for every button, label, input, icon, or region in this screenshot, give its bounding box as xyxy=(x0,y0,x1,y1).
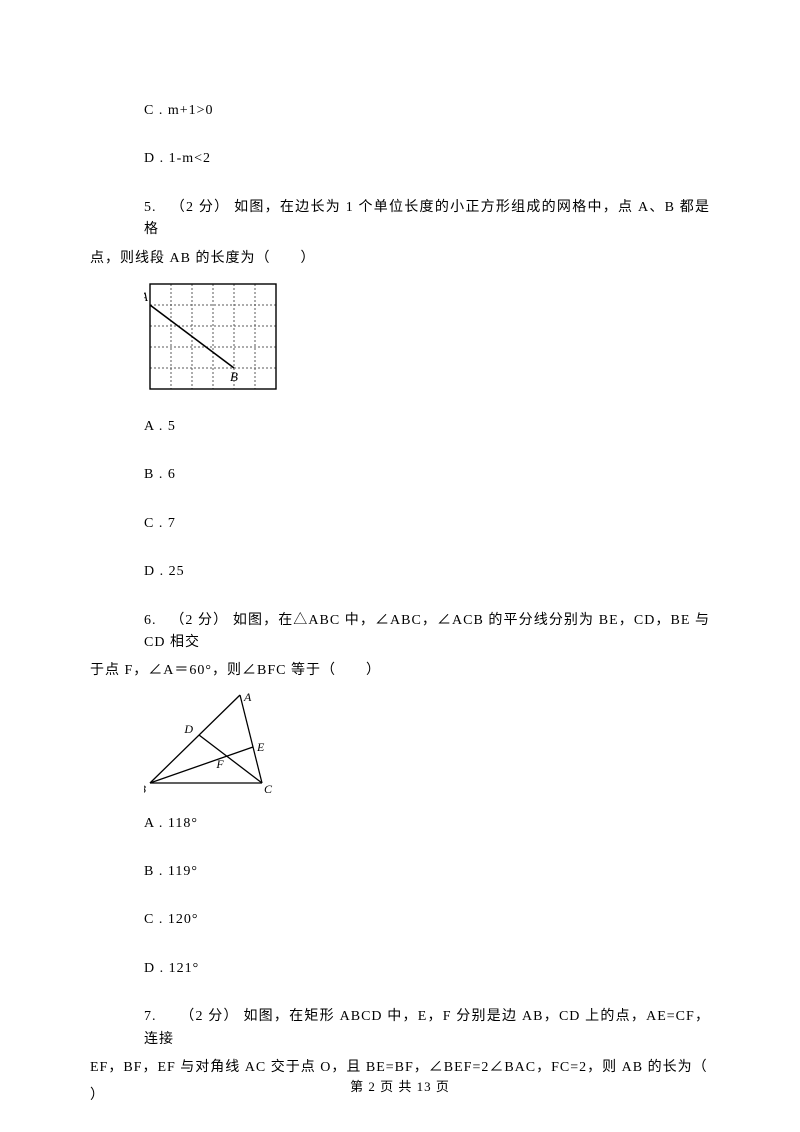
q7-stem-line1: 7. （2 分） 如图，在矩形 ABCD 中，E，F 分别是边 AB，CD 上的… xyxy=(144,1006,710,1051)
q5-opt-b: B . 6 xyxy=(144,464,710,486)
q5-stem-line1: 5. （2 分） 如图，在边长为 1 个单位长度的小正方形组成的网格中，点 A、… xyxy=(144,197,710,242)
page-footer: 第 2 页 共 13 页 xyxy=(0,1077,800,1098)
svg-text:B: B xyxy=(144,782,147,795)
q7-pts: （2 分） xyxy=(180,1009,238,1024)
q7-num: 7. xyxy=(144,1009,157,1024)
q6-figure: A B C D E F xyxy=(144,691,710,795)
q6-opt-d: D . 121° xyxy=(144,958,710,980)
q6-opt-a: A . 118° xyxy=(144,813,710,835)
q6-stem-line1: 6. （2 分） 如图，在△ABC 中，∠ABC，∠ACB 的平分线分别为 BE… xyxy=(144,610,710,655)
q6-pts: （2 分） xyxy=(170,613,228,628)
q4-opt-c: C . m+1>0 xyxy=(144,100,710,122)
q5-stem1: 如图，在边长为 1 个单位长度的小正方形组成的网格中，点 A、B 都是格 xyxy=(144,200,710,237)
q5-num: 5. xyxy=(144,200,157,215)
svg-text:D: D xyxy=(183,722,193,736)
q6-opt-b: B . 119° xyxy=(144,861,710,883)
q6-stem1: 如图，在△ABC 中，∠ABC，∠ACB 的平分线分别为 BE，CD，BE 与 … xyxy=(144,613,710,650)
svg-text:A: A xyxy=(243,691,252,704)
svg-text:A: A xyxy=(144,289,148,304)
q5-opt-a: A . 5 xyxy=(144,416,710,438)
q6-opt-c: C . 120° xyxy=(144,909,710,931)
q5-figure: AB xyxy=(144,278,710,398)
q6-num: 6. xyxy=(144,613,157,628)
q7-stem-line2: EF，BF，EF 与对角线 AC 交于点 O，且 BE=BF，∠BEF=2∠BA… xyxy=(90,1057,710,1079)
q5-opt-c: C . 7 xyxy=(144,513,710,535)
q5-stem-line2: 点，则线段 AB 的长度为（ ） xyxy=(90,248,710,270)
q5-pts: （2 分） xyxy=(171,200,230,215)
svg-text:C: C xyxy=(264,782,273,795)
svg-text:E: E xyxy=(256,740,265,754)
q6-stem-line2: 于点 F，∠A＝60°，则∠BFC 等于（ ） xyxy=(90,660,710,682)
svg-text:B: B xyxy=(230,369,238,384)
q4-opt-d: D . 1-m<2 xyxy=(144,148,710,170)
q5-opt-d: D . 25 xyxy=(144,561,710,583)
svg-text:F: F xyxy=(215,757,224,771)
